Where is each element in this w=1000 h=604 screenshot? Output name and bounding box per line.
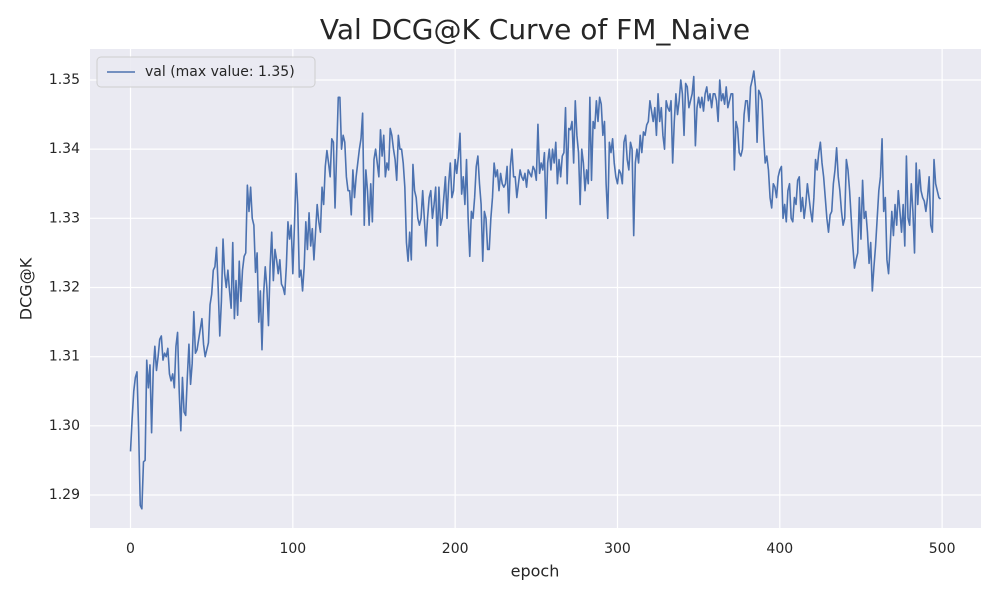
legend-label: val (max value: 1.35)	[145, 64, 295, 80]
series-line	[129, 70, 942, 510]
x-tick-label: 100	[279, 541, 306, 557]
x-tick-label: 200	[442, 541, 469, 557]
y-axis-label: DCG@K	[17, 257, 36, 320]
y-tick-label: 1.33	[49, 210, 80, 226]
y-tick-label: 1.35	[49, 72, 80, 88]
y-tick-label: 1.30	[49, 418, 80, 434]
y-tick-label: 1.29	[49, 487, 80, 503]
x-tick-label: 0	[126, 541, 135, 557]
legend: val (max value: 1.35)	[96, 56, 316, 88]
x-tick-label: 500	[929, 541, 956, 557]
chart-title: Val DCG@K Curve of FM_Naive	[320, 13, 750, 46]
x-tick-label: 400	[766, 541, 793, 557]
plot-area	[90, 49, 981, 528]
labels: 0 100 200 300 400 500 1.29 1.30 1.31 1.32 1.33 1.34…	[49, 72, 956, 557]
x-tick-label: 300	[604, 541, 631, 557]
legend-box	[96, 56, 316, 88]
y-tick-label: 1.31	[49, 349, 80, 365]
marks	[129, 70, 942, 510]
grid	[90, 49, 981, 528]
y-tick-label: 1.32	[49, 279, 80, 295]
x-axis-label: epoch	[511, 562, 560, 581]
y-tick-label: 1.34	[49, 141, 80, 157]
